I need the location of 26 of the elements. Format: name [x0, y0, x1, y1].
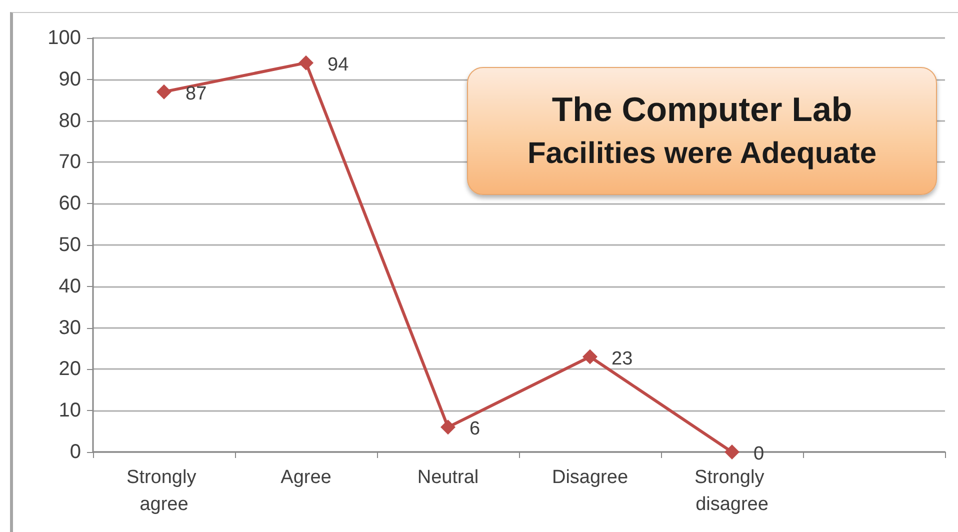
point: [724, 444, 740, 460]
y-tick-label: 0: [70, 441, 81, 463]
x-tick-label: Strongly disagree: [694, 467, 770, 515]
x-tick-label: Agree: [280, 467, 332, 488]
data-label: 87: [186, 83, 207, 104]
data-label: 6: [470, 418, 480, 440]
y-tick-label: 90: [58, 68, 81, 90]
x-tick-label: Disagree: [552, 467, 628, 488]
x-tick-label: Neutral: [417, 467, 479, 488]
y-tick-label: 100: [48, 27, 81, 49]
y-tick-label: 60: [58, 192, 81, 215]
y-tick-label: 20: [58, 358, 81, 380]
y-tick-label: 30: [58, 316, 81, 339]
y-tick-label: 50: [58, 234, 81, 256]
y-tick-label: 40: [58, 275, 81, 298]
data-label: 94: [328, 54, 350, 76]
point: [582, 349, 598, 364]
point: [156, 84, 172, 100]
data-label: 23: [612, 348, 633, 370]
y-tick-label: 70: [58, 151, 81, 174]
point: [298, 55, 314, 70]
point: [440, 420, 456, 435]
y-tick-label: 80: [58, 110, 81, 132]
x-tick-label: Strongly agree: [126, 467, 202, 515]
text: The Computer Lab Facilities were Adequate: [527, 90, 876, 172]
y-tick-label: 10: [58, 400, 81, 422]
